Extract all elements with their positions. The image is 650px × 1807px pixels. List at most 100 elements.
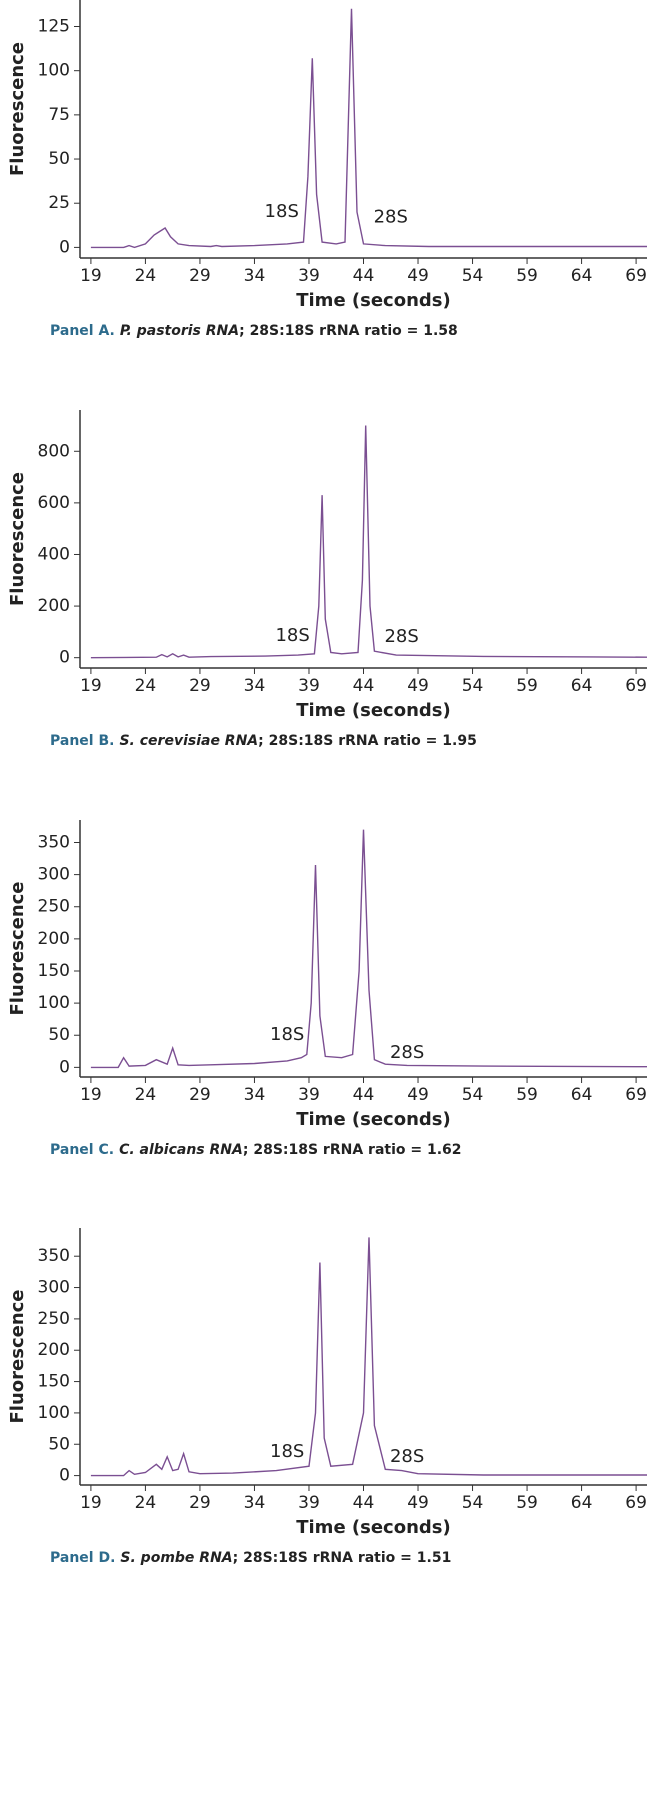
y-tick-label: 200 bbox=[38, 929, 70, 949]
x-tick-label: 29 bbox=[189, 676, 211, 696]
caption-label: Panel D. bbox=[50, 1550, 115, 1566]
y-tick-label: 0 bbox=[59, 1466, 70, 1486]
peak-label: 28S bbox=[390, 1042, 424, 1063]
x-tick-label: 54 bbox=[462, 1085, 484, 1105]
x-tick-label: 19 bbox=[80, 1085, 102, 1105]
x-axis-label: Time (seconds) bbox=[296, 1109, 451, 1130]
x-axis-label: Time (seconds) bbox=[296, 1517, 451, 1538]
y-tick-label: 125 bbox=[38, 17, 70, 37]
y-tick-label: 250 bbox=[38, 897, 70, 917]
y-tick-label: 800 bbox=[38, 441, 70, 461]
x-tick-label: 69 bbox=[625, 1493, 647, 1513]
x-tick-label: 64 bbox=[571, 676, 593, 696]
peak-label: 18S bbox=[275, 625, 309, 646]
trace bbox=[90, 1237, 647, 1477]
y-tick-label: 100 bbox=[38, 1403, 70, 1423]
x-tick-label: 49 bbox=[407, 1085, 429, 1105]
y-tick-label: 250 bbox=[38, 1309, 70, 1329]
caption: Panel D. S. pombe RNA; 28S:18S rRNA ratio… bbox=[50, 1550, 451, 1566]
caption-species: S. pombe RNA bbox=[120, 1550, 232, 1566]
x-tick-label: 34 bbox=[244, 1085, 266, 1105]
peak-label: 18S bbox=[270, 1024, 304, 1045]
x-tick-label: 29 bbox=[189, 266, 211, 286]
x-tick-label: 19 bbox=[80, 676, 102, 696]
x-tick-label: 39 bbox=[298, 676, 320, 696]
y-tick-label: 0 bbox=[59, 648, 70, 668]
x-tick-label: 34 bbox=[244, 676, 266, 696]
caption-label: Panel C. bbox=[50, 1142, 114, 1158]
x-tick-label: 24 bbox=[135, 1493, 157, 1513]
x-tick-label: 39 bbox=[298, 1085, 320, 1105]
x-tick-label: 44 bbox=[353, 1493, 375, 1513]
y-tick-label: 100 bbox=[38, 993, 70, 1013]
y-tick-label: 150 bbox=[38, 1372, 70, 1392]
x-tick-label: 69 bbox=[625, 1085, 647, 1105]
peak-label: 28S bbox=[374, 206, 408, 227]
y-tick-label: 75 bbox=[48, 105, 70, 125]
x-tick-label: 69 bbox=[625, 266, 647, 286]
trace bbox=[90, 425, 648, 659]
y-tick-label: 0 bbox=[59, 237, 70, 257]
y-tick-label: 350 bbox=[38, 1246, 70, 1266]
panel: 0 200 400 600 800 19 24 29 34 39 44 49 54 59 64 69 Time … bbox=[7, 410, 648, 749]
x-tick-label: 44 bbox=[353, 266, 375, 286]
x-tick-label: 29 bbox=[189, 1493, 211, 1513]
x-tick-label: 29 bbox=[189, 1085, 211, 1105]
x-tick-label: 24 bbox=[135, 266, 157, 286]
x-tick-label: 24 bbox=[135, 1085, 157, 1105]
y-tick-label: 100 bbox=[38, 61, 70, 81]
y-axis-label: Fluorescence bbox=[7, 881, 28, 1015]
x-tick-label: 49 bbox=[407, 266, 429, 286]
x-tick-label: 54 bbox=[462, 266, 484, 286]
caption-species: C. albicans RNA bbox=[119, 1142, 243, 1158]
x-tick-label: 44 bbox=[353, 676, 375, 696]
x-tick-label: 19 bbox=[80, 1493, 102, 1513]
caption-species: P. pastoris RNA bbox=[120, 323, 239, 339]
y-tick-label: 50 bbox=[48, 1434, 70, 1454]
y-axis-label: Fluorescence bbox=[7, 1289, 28, 1423]
x-tick-label: 64 bbox=[571, 266, 593, 286]
x-tick-label: 64 bbox=[571, 1085, 593, 1105]
caption-text: ; 28S:18S rRNA ratio = 1.62 bbox=[243, 1142, 462, 1158]
y-tick-label: 300 bbox=[38, 1278, 70, 1298]
peak-label: 18S bbox=[270, 1441, 304, 1462]
panel: 0 50 100 150 200 250 300 350 19 24 29 34 39 44 49 54 59 6… bbox=[7, 820, 648, 1158]
peak-label: 28S bbox=[390, 1446, 424, 1467]
y-tick-label: 300 bbox=[38, 865, 70, 885]
trace bbox=[90, 8, 647, 249]
caption: Panel B. S. cerevisiae RNA; 28S:18S rRNA … bbox=[50, 733, 477, 749]
x-tick-label: 59 bbox=[516, 266, 538, 286]
x-tick-label: 34 bbox=[244, 266, 266, 286]
y-tick-label: 200 bbox=[38, 1340, 70, 1360]
x-tick-label: 24 bbox=[135, 676, 157, 696]
panel: 0 25 50 75 100 125 19 24 29 34 39 44 49 54 59 64 69 Time … bbox=[7, 0, 647, 339]
y-tick-label: 200 bbox=[38, 596, 70, 616]
peak-label: 28S bbox=[384, 626, 418, 647]
x-tick-label: 59 bbox=[516, 676, 538, 696]
y-axis-label: Fluorescence bbox=[7, 42, 28, 176]
caption: Panel C. C. albicans RNA; 28S:18S rRNA ra… bbox=[50, 1142, 462, 1158]
x-axis-label: Time (seconds) bbox=[296, 700, 451, 721]
caption-text: ; 28S:18S rRNA ratio = 1.51 bbox=[233, 1550, 452, 1566]
y-tick-label: 350 bbox=[38, 832, 70, 852]
x-tick-label: 69 bbox=[625, 676, 647, 696]
x-tick-label: 19 bbox=[80, 266, 102, 286]
x-tick-label: 59 bbox=[516, 1085, 538, 1105]
peak-label: 18S bbox=[265, 201, 299, 222]
x-tick-label: 39 bbox=[298, 266, 320, 286]
caption-text: ; 28S:18S rRNA ratio = 1.58 bbox=[239, 323, 458, 339]
y-tick-label: 400 bbox=[38, 544, 70, 564]
x-tick-label: 64 bbox=[571, 1493, 593, 1513]
y-tick-label: 50 bbox=[48, 1025, 70, 1045]
x-tick-label: 44 bbox=[353, 1085, 375, 1105]
x-tick-label: 54 bbox=[462, 676, 484, 696]
y-tick-label: 25 bbox=[48, 193, 70, 213]
x-tick-label: 49 bbox=[407, 676, 429, 696]
caption-label: Panel B. bbox=[50, 733, 114, 749]
y-tick-label: 50 bbox=[48, 149, 70, 169]
caption-text: ; 28S:18S rRNA ratio = 1.95 bbox=[258, 733, 477, 749]
y-axis-label: Fluorescence bbox=[7, 472, 28, 606]
y-tick-label: 600 bbox=[38, 493, 70, 513]
panel: 0 50 100 150 200 250 300 350 19 24 29 34 39 44 49 54 59 6… bbox=[7, 1228, 647, 1566]
